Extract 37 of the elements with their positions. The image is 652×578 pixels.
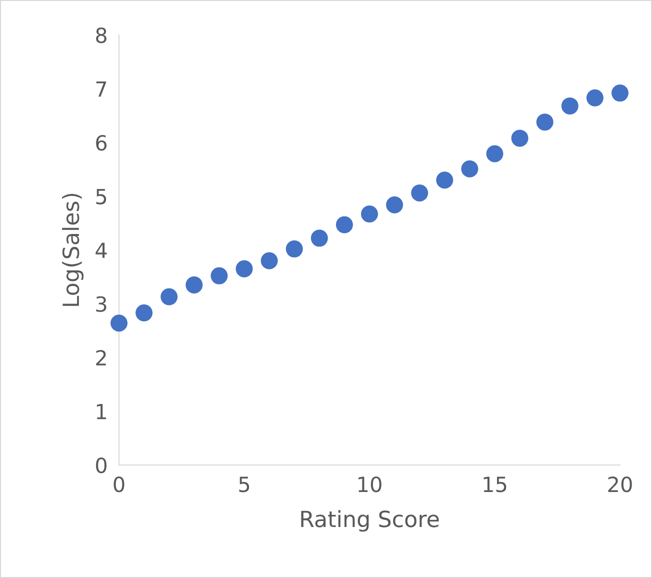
point bbox=[511, 130, 528, 147]
point bbox=[136, 304, 153, 322]
point bbox=[536, 114, 554, 131]
point bbox=[411, 184, 428, 202]
point bbox=[611, 84, 629, 102]
point bbox=[310, 230, 328, 247]
point bbox=[486, 145, 504, 162]
x-tick-label: 5 bbox=[239, 476, 250, 492]
y-tick-label: 5 bbox=[96, 188, 106, 204]
point bbox=[286, 240, 303, 258]
point bbox=[236, 260, 253, 278]
x-axis-title: Rating Score bbox=[301, 510, 439, 532]
y-tick-label: 7 bbox=[96, 81, 106, 97]
point bbox=[186, 276, 203, 294]
x-tick-label: 10 bbox=[358, 476, 382, 492]
y-tick-label: 3 bbox=[96, 296, 106, 312]
point bbox=[110, 314, 128, 332]
y-axis-title: Log(Sales) bbox=[62, 194, 84, 306]
y-tick-label: 1 bbox=[96, 404, 106, 420]
point bbox=[436, 172, 454, 189]
x-tick-label: 20 bbox=[608, 476, 632, 492]
point bbox=[586, 89, 604, 106]
y-tick-label: 8 bbox=[96, 27, 106, 44]
point bbox=[160, 288, 178, 306]
point bbox=[360, 205, 378, 222]
point bbox=[461, 160, 478, 178]
y-tick-label: 2 bbox=[96, 350, 106, 366]
point bbox=[336, 216, 353, 234]
y-tick-label: 0 bbox=[96, 457, 107, 474]
point bbox=[260, 252, 278, 270]
point bbox=[386, 196, 404, 214]
x-tick-label: 0 bbox=[114, 476, 124, 492]
point bbox=[210, 267, 228, 284]
y-tick-label: 4 bbox=[96, 242, 107, 258]
y-tick-label: 6 bbox=[96, 134, 107, 151]
x-tick-label: 15 bbox=[484, 476, 506, 492]
point bbox=[561, 97, 578, 114]
